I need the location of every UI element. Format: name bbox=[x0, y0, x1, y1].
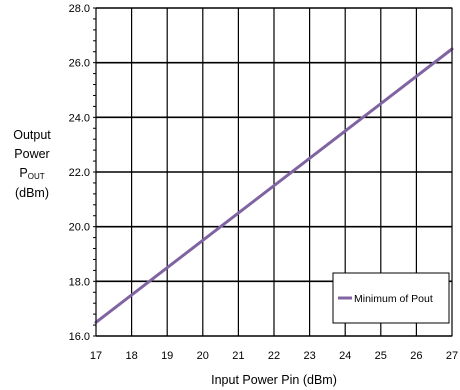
x-tick-label: 26 bbox=[410, 350, 422, 362]
x-tick-label: 23 bbox=[303, 350, 315, 362]
legend: Minimum of Pout bbox=[332, 272, 450, 324]
legend-box bbox=[332, 272, 450, 324]
series-layer bbox=[94, 47, 454, 324]
x-tick-label: 25 bbox=[375, 350, 387, 362]
plot-border bbox=[95, 7, 453, 337]
x-tick-label: 24 bbox=[339, 350, 351, 362]
x-tick-label: 22 bbox=[268, 350, 280, 362]
x-tick-labels: 17 18 19 20 21 22 23 24 25 26 27 bbox=[90, 350, 458, 362]
x-tick-label: 20 bbox=[197, 350, 209, 362]
y-axis-label-line-1: Output bbox=[13, 128, 51, 142]
x-tick-label: 19 bbox=[161, 350, 173, 362]
y-axis-label-subscript: OUT bbox=[28, 172, 45, 181]
y-tick-label: 16.0 bbox=[69, 331, 90, 343]
x-tick-label: 27 bbox=[446, 350, 458, 362]
y-axis-label-symbol: POUT bbox=[19, 166, 44, 181]
y-tick-label: 22.0 bbox=[69, 167, 90, 179]
x-axis-label: Input Power Pin (dBm) bbox=[211, 373, 337, 387]
x-tick-label: 18 bbox=[125, 350, 137, 362]
y-axis-label-unit: (dBm) bbox=[15, 186, 49, 200]
y-axis-label: Output Power POUT (dBm) bbox=[13, 128, 51, 200]
y-tick-label: 24.0 bbox=[69, 112, 90, 124]
y-tick-label: 18.0 bbox=[69, 276, 90, 288]
legend-label: Minimum of Pout bbox=[354, 293, 433, 305]
x-tick-label: 17 bbox=[90, 350, 102, 362]
y-axis-label-line-2: Power bbox=[14, 147, 49, 161]
y-tick-label: 28.0 bbox=[69, 3, 90, 15]
y-axis-label-p: P bbox=[19, 166, 27, 180]
x-tick-label: 21 bbox=[232, 350, 244, 362]
y-tick-label: 20.0 bbox=[69, 222, 90, 234]
y-tick-labels: 16.0 18.0 20.0 22.0 24.0 26.0 28.0 bbox=[69, 3, 90, 343]
y-tick-label: 26.0 bbox=[69, 58, 90, 70]
series-line-minimum-of-pout bbox=[94, 47, 454, 324]
